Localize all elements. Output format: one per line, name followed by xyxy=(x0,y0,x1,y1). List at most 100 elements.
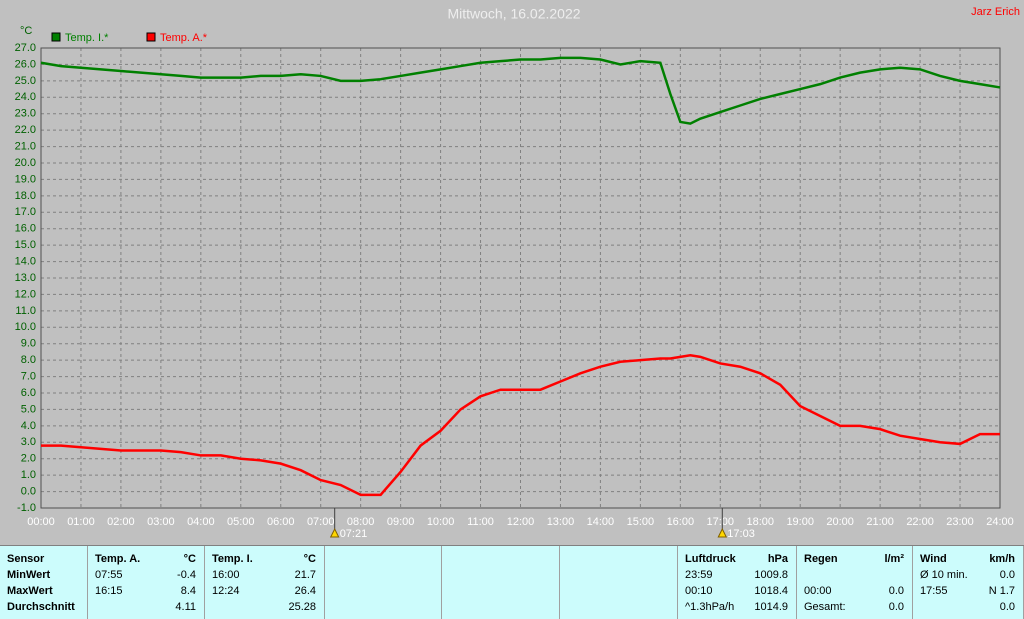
y-tick-label: 11.0 xyxy=(15,305,36,317)
y-tick-label: 17.0 xyxy=(15,206,36,218)
stats-table: Sensor MinWert MaxWert Durchschnitt Temp. A.… xyxy=(0,545,1024,619)
y-tick-label: -1.0 xyxy=(17,502,36,514)
y-tick-label: 23.0 xyxy=(15,108,36,120)
table-cell: 00:00 xyxy=(804,585,832,597)
x-tick-label: 19:00 xyxy=(786,516,814,528)
x-tick-label: 20:00 xyxy=(826,516,854,528)
y-tick-label: 8.0 xyxy=(21,354,36,366)
x-tick-label: 13:00 xyxy=(547,516,575,528)
table-header: l/m² xyxy=(884,553,904,565)
x-tick-label: 07:00 xyxy=(307,516,335,528)
x-tick-label: 10:00 xyxy=(427,516,455,528)
x-tick-label: 24:00 xyxy=(986,516,1014,528)
y-tick-label: 1.0 xyxy=(21,469,36,481)
table-cell: ^1.3hPa/h xyxy=(685,601,735,613)
table-header: Temp. I. xyxy=(212,553,253,565)
table-cell: Durchschnitt xyxy=(7,601,75,613)
x-tick-label: 04:00 xyxy=(187,516,215,528)
y-tick-label: 7.0 xyxy=(21,370,36,382)
sun-icon xyxy=(717,527,728,538)
y-tick-label: 27.0 xyxy=(15,42,36,54)
empty-column xyxy=(442,546,560,619)
empty-column xyxy=(560,546,678,619)
table-column: Regen l/m² 00:00 0.0 Gesamt: 0.0 xyxy=(797,546,913,619)
table-cell: 23:59 xyxy=(685,569,713,581)
table-column: Luftdruck hPa 23:59 1009.8 00:10 1018.4 ^1.3hP… xyxy=(678,546,797,619)
table-cell: Gesamt: xyxy=(804,601,846,613)
table-header: Sensor xyxy=(7,553,45,565)
x-tick-label: 12:00 xyxy=(507,516,535,528)
table-cell: 0.0 xyxy=(999,569,1015,581)
x-tick-label: 09:00 xyxy=(387,516,415,528)
x-tick-label: 01:00 xyxy=(67,516,95,528)
y-tick-label: 25.0 xyxy=(15,75,36,87)
y-tick-label: 22.0 xyxy=(15,124,36,136)
table-cell: MinWert xyxy=(7,569,51,581)
table-header: °C xyxy=(303,553,316,565)
y-tick-label: 10.0 xyxy=(15,321,36,333)
table-cell: 21.7 xyxy=(294,569,316,581)
x-tick-label: 21:00 xyxy=(866,516,894,528)
table-header: Wind xyxy=(920,553,947,565)
y-tick-label: 0.0 xyxy=(21,485,36,497)
table-cell: N 1.7 xyxy=(988,585,1015,597)
table-column: Temp. I. °C 16:00 21.7 12:24 26.4 25.28 xyxy=(205,546,325,619)
table-cell: 26.4 xyxy=(294,585,316,597)
y-tick-label: 20.0 xyxy=(15,157,36,169)
annotation-label: 17:03 xyxy=(727,528,755,540)
empty-column xyxy=(325,546,442,619)
x-tick-label: 18:00 xyxy=(746,516,774,528)
table-cell: 12:24 xyxy=(212,585,240,597)
x-tick-label: 06:00 xyxy=(267,516,295,528)
table-header: km/h xyxy=(989,553,1015,565)
x-tick-label: 11:00 xyxy=(467,516,494,528)
table-cell: 16:15 xyxy=(95,585,123,597)
author: Jarz Erich xyxy=(971,6,1020,18)
y-tick-label: 12.0 xyxy=(15,288,36,300)
y-tick-label: 3.0 xyxy=(21,436,36,448)
table-cell: 17:55 xyxy=(920,585,948,597)
y-tick-label: 26.0 xyxy=(15,58,36,70)
x-tick-label: 23:00 xyxy=(946,516,974,528)
table-column: Sensor MinWert MaxWert Durchschnitt xyxy=(0,546,88,619)
table-cell: 0.0 xyxy=(888,585,904,597)
plot-border xyxy=(40,47,1001,509)
legend-swatch xyxy=(146,32,156,42)
table-cell: 1009.8 xyxy=(754,569,788,581)
annotation-label: 07:21 xyxy=(340,528,368,540)
table-cell: 4.11 xyxy=(175,601,196,613)
table-cell: 0.0 xyxy=(888,601,904,613)
table-cell: 16:00 xyxy=(212,569,240,581)
table-cell: 8.4 xyxy=(180,585,196,597)
x-tick-label: 14:00 xyxy=(587,516,615,528)
line xyxy=(41,353,1000,497)
y-tick-label: 19.0 xyxy=(15,173,36,185)
x-tick-label: 17:00 xyxy=(707,516,735,528)
line xyxy=(40,56,1001,125)
x-tick-label: 03:00 xyxy=(147,516,175,528)
y-tick-label: 21.0 xyxy=(15,140,36,152)
x-tick-label: 05:00 xyxy=(227,516,255,528)
table-cell: MaxWert xyxy=(7,585,53,597)
y-tick-label: 14.0 xyxy=(15,255,36,267)
table-cell: 1018.4 xyxy=(754,585,788,597)
y-tick-label: 2.0 xyxy=(21,453,36,465)
y-tick-label: 15.0 xyxy=(15,239,36,251)
y-tick-label: 5.0 xyxy=(21,403,36,415)
y-tick-label: 4.0 xyxy=(21,420,36,432)
table-header: Regen xyxy=(804,553,838,565)
chart: Mittwoch, 16.02.2022 Jarz Erich °C -1.0 0… xyxy=(15,6,1020,540)
x-tick-label: 02:00 xyxy=(107,516,135,528)
x-tick-label: 15:00 xyxy=(627,516,655,528)
legend-label: Temp. A.* xyxy=(160,32,208,44)
table-cell: 1014.9 xyxy=(754,601,788,613)
y-tick-label: 13.0 xyxy=(15,272,36,284)
x-tick-label: 16:00 xyxy=(667,516,695,528)
sun-icon xyxy=(329,527,340,538)
table-cell: 25.28 xyxy=(288,601,316,613)
legend-swatch xyxy=(51,32,61,42)
y-tick-label: 18.0 xyxy=(15,190,36,202)
y-tick-label: 6.0 xyxy=(21,387,36,399)
x-tick-label: 00:00 xyxy=(27,516,55,528)
